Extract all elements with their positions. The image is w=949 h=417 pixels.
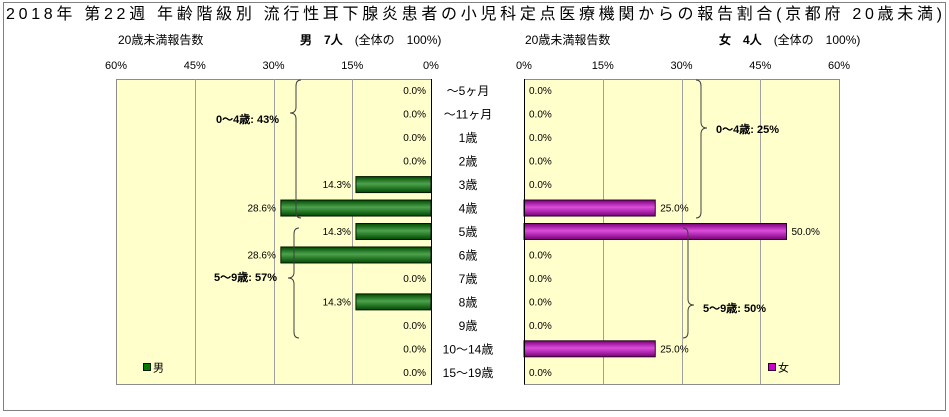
male-value-label-3: 0.0% [403,157,426,168]
legend-swatch-female [768,363,776,371]
female-axis-tick-label-2: 30% [670,60,692,72]
category-label-10: 9歳 [459,319,478,333]
legend-label-female: 女 [778,361,789,375]
female-value-label-11: 25.0% [660,344,688,355]
female-axis-tick-label-0: 0% [516,60,532,72]
category-label-8: 7歳 [459,272,478,286]
male-group-bracket-0 [289,79,302,219]
bar-layer [280,79,787,385]
male-value-label-12: 0.0% [403,368,426,379]
category-label-12: 15～19歳 [443,366,494,380]
male-axis-tick-label-1: 15% [341,60,363,72]
male-axis-tick-label-2: 30% [262,60,284,72]
chart-frame [3,2,946,411]
male-bar-7 [280,246,432,264]
category-label-0: ～5ヶ月 [447,84,490,98]
male-value-label-7: 28.6% [247,250,275,261]
female-value-label-12: 0.0% [529,368,552,379]
male-bar-4 [355,176,432,194]
female-report-count: 女 4人 [719,32,763,47]
category-label-9: 8歳 [459,295,478,309]
legend-swatch-male [143,363,151,371]
category-label-2: 1歳 [459,131,478,145]
male-report-label: 20歳未満報告数 [118,32,203,47]
male-value-label-9: 14.3% [323,297,351,308]
male-axis-tick-label-3: 45% [184,60,206,72]
male-value-label-4: 14.3% [323,180,351,191]
female-axis-tick-label-1: 15% [592,60,614,72]
male-bar-6 [355,223,432,240]
male-group-label-0: 0～4歳: 43% [216,112,279,126]
legend-label-male: 男 [153,363,164,375]
male-value-label-0: 0.0% [403,86,426,97]
male-value-label-10: 0.0% [403,321,426,332]
female-group-bracket-1 [682,227,695,339]
female-value-label-1: 0.0% [529,110,552,121]
female-value-label-4: 0.0% [529,180,552,191]
female-bar-6 [523,223,787,240]
female-report-summary: 女 4人 (全体の 100%) [719,32,860,47]
female-bar-5 [523,199,656,217]
female-group-label-1: 5～9歳: 50% [703,301,766,315]
male-value-label-11: 0.0% [403,344,426,355]
male-value-label-6: 14.3% [323,227,351,238]
female-value-label-2: 0.0% [529,133,552,144]
female-value-label-8: 0.0% [529,274,552,285]
male-report-count: 男 7人 [300,32,344,47]
male-value-label-2: 0.0% [403,133,426,144]
female-value-label-10: 0.0% [529,321,552,332]
female-value-label-7: 0.0% [529,250,552,261]
female-value-label-6: 50.0% [792,227,820,238]
male-value-label-1: 0.0% [403,110,426,121]
male-bar-9 [355,293,432,311]
female-axis-tick-label-3: 45% [749,60,771,72]
female-value-label-9: 0.0% [529,297,552,308]
male-axis-tick-label-4: 60% [105,60,127,72]
female-axis-tick-label-4: 60% [828,60,850,72]
male-value-label-8: 0.0% [403,274,426,285]
female-value-label-5: 25.0% [660,204,688,215]
label-layer: 0% 15% 30% 45% 60% 0.0% 0.0% 0.0% 0.0% 14.3% 28.6%… [105,60,850,380]
category-label-4: 3歳 [459,178,478,192]
male-report-share: (全体の 100%) [355,32,442,47]
category-label-3: 2歳 [459,155,478,169]
category-label-1: ～11ヶ月 [444,108,492,122]
male-group-label-1: 5～9歳: 57% [214,270,277,284]
male-report-summary: 男 7人 (全体の 100%) [300,32,441,47]
male-value-label-5: 28.6% [247,204,275,215]
female-group-label-0: 0～4歳: 25% [716,122,779,136]
male-group-bracket-1 [287,227,300,339]
category-label-5: 4歳 [459,202,478,216]
female-report-label: 20歳未満報告数 [525,32,610,47]
female-report-share: (全体の 100%) [774,32,861,47]
category-label-7: 6歳 [459,248,478,262]
male-axis-tick-label-0: 0% [423,60,439,72]
chart-title: 2018年 第22週 年齢階級別 流行性耳下腺炎患者の小児科定点医療機関からの報… [6,5,942,23]
male-bar-5 [280,199,432,217]
category-label-6: 5歳 [459,225,478,239]
category-label-11: 10～14歳 [443,342,494,356]
female-value-label-3: 0.0% [529,157,552,168]
female-bar-11 [523,340,656,358]
female-value-label-0: 0.0% [529,86,552,97]
female-group-bracket-0 [695,79,708,219]
